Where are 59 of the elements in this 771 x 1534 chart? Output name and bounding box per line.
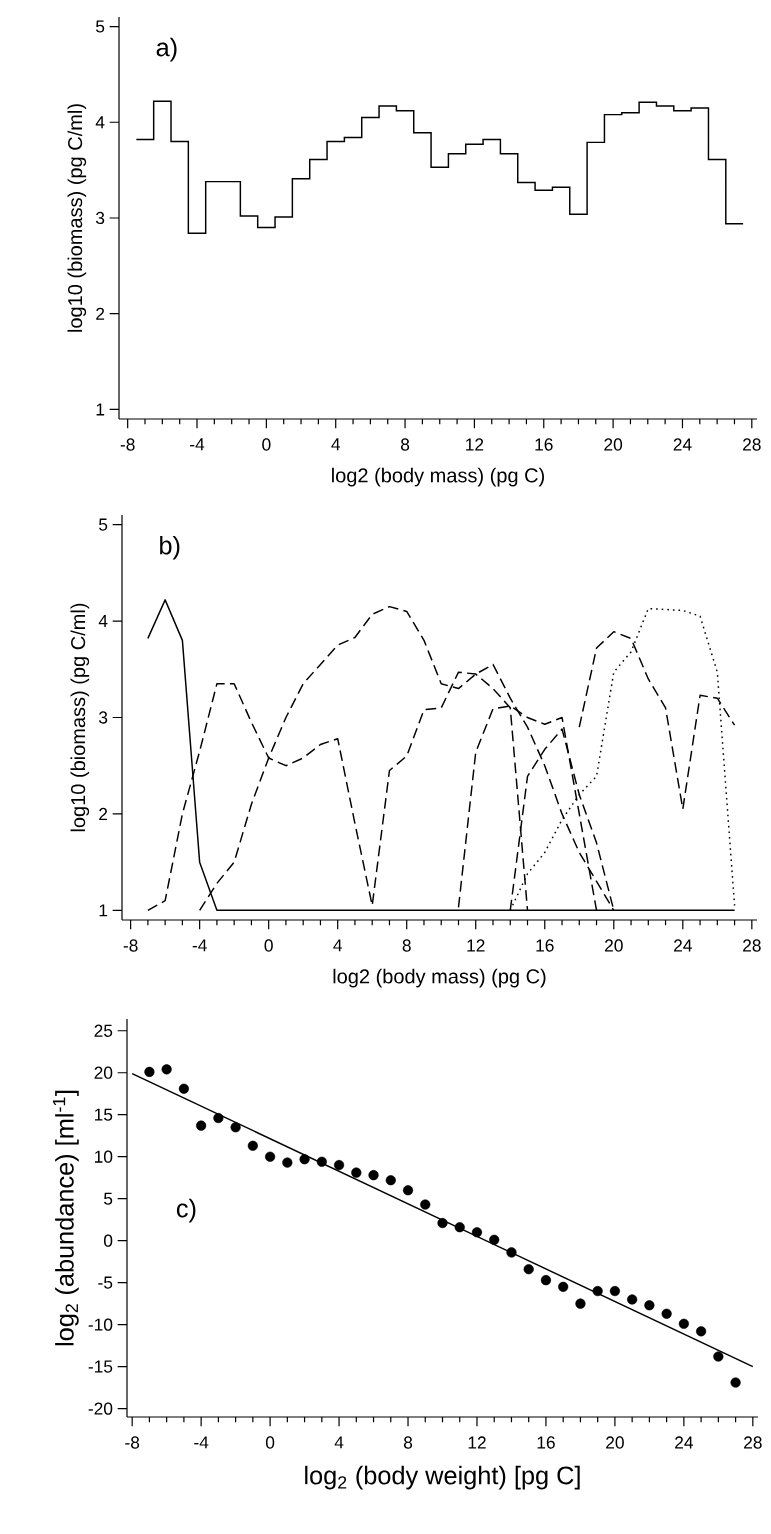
annotation: b) [160, 535, 180, 560]
x-tick-label: 0 [262, 438, 271, 451]
x-tick-label: 8 [403, 1436, 413, 1449]
x-tick-label: 28 [743, 939, 761, 952]
y-tick-label: 20 [94, 1066, 113, 1079]
x-tick-label: -4 [194, 1436, 209, 1449]
y-tick-label: 4 [98, 615, 108, 628]
x-tick-label: 4 [331, 438, 341, 451]
y-tick-label: 25 [94, 1024, 113, 1037]
x-tick-label: -4 [190, 438, 205, 451]
x-tick-label: 20 [606, 1436, 624, 1449]
y-tick-label: 5 [104, 1192, 113, 1205]
y-tick-label: 1 [99, 904, 108, 917]
annotation: a) [156, 37, 177, 62]
x-tick-label: 28 [743, 438, 761, 451]
y-tick-label: 3 [98, 711, 108, 724]
x-tick-label: 12 [468, 1436, 486, 1449]
x-tick-label: 0 [265, 1436, 275, 1449]
x-tick-label: 16 [537, 1436, 555, 1449]
x-tick-label: 16 [535, 438, 553, 451]
x-axis-title: log2 (body mass) (pg C) [333, 968, 546, 988]
y-tick-label: -10 [88, 1318, 113, 1331]
x-tick-label: 24 [675, 1436, 694, 1449]
x-tick-label: 4 [333, 939, 343, 952]
x-tick-label: 16 [536, 939, 554, 952]
x-tick-label: 20 [604, 438, 623, 451]
x-tick-label: 24 [674, 939, 692, 952]
y-tick-label: 15 [94, 1108, 113, 1121]
y-tick-label: 1 [96, 403, 105, 416]
x-tick-label: -8 [123, 939, 138, 952]
y-axis-title: log10 (biomass) (pg C/ml) [67, 104, 87, 332]
x-axis-title: log$_{2}$ (body weight) [pg C] [305, 1465, 580, 1490]
x-tick-label: 28 [744, 1436, 762, 1449]
y-tick-label: 5 [99, 518, 108, 531]
x-tick-label: 24 [673, 438, 692, 451]
x-tick-label: -8 [120, 438, 135, 451]
x-tick-label: 0 [264, 939, 273, 952]
y-tick-label: -5 [98, 1276, 113, 1289]
x-tick-label: 20 [605, 939, 623, 952]
y-axis-title: log$_{2}$ (abundance) [ml$^{-1}$] [52, 1090, 79, 1346]
x-axis-title: log2 (body mass) (pg C) [332, 467, 544, 487]
annotation: c) [176, 1198, 196, 1223]
y-tick-label: 10 [94, 1150, 113, 1163]
x-tick-label: -8 [125, 1436, 140, 1449]
x-tick-label: 8 [402, 939, 411, 952]
x-tick-label: 8 [401, 438, 410, 451]
y-tick-label: 2 [96, 307, 105, 320]
y-tick-label: 0 [103, 1234, 113, 1247]
y-tick-label: -20 [88, 1402, 113, 1415]
x-tick-label: 12 [467, 939, 485, 952]
y-tick-label: 5 [96, 20, 105, 33]
y-tick-label: 2 [99, 807, 108, 820]
y-tick-label: 4 [95, 116, 105, 129]
x-tick-label: -4 [192, 939, 207, 952]
y-tick-label: 3 [95, 211, 105, 225]
x-tick-label: 12 [466, 438, 484, 451]
y-axis-title: log10 (biomass) (pg C/ml) [70, 603, 90, 832]
y-tick-label: -15 [88, 1360, 113, 1373]
x-tick-label: 4 [334, 1436, 344, 1449]
